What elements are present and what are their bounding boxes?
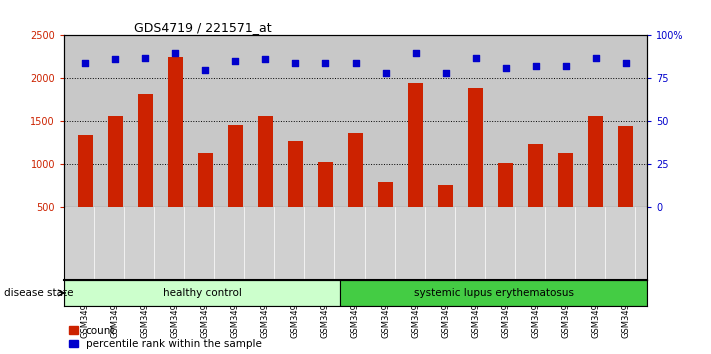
Bar bbox=[77, 135, 92, 250]
Text: disease state: disease state bbox=[4, 288, 73, 298]
Bar bbox=[528, 144, 543, 250]
Point bbox=[560, 63, 572, 69]
Point bbox=[80, 60, 91, 66]
Point bbox=[620, 60, 631, 66]
Point bbox=[530, 63, 542, 69]
Point bbox=[500, 65, 511, 71]
Point bbox=[230, 58, 241, 64]
Legend: count, percentile rank within the sample: count, percentile rank within the sample bbox=[69, 326, 262, 349]
Bar bbox=[318, 161, 333, 250]
Point bbox=[200, 67, 211, 73]
Bar bbox=[408, 84, 423, 250]
Bar bbox=[107, 116, 122, 250]
Bar bbox=[348, 133, 363, 250]
Bar bbox=[168, 57, 183, 250]
Point bbox=[440, 70, 451, 76]
Bar bbox=[64, 280, 341, 306]
Bar bbox=[558, 153, 573, 250]
Bar bbox=[469, 88, 483, 250]
Bar bbox=[228, 125, 242, 250]
Bar bbox=[288, 141, 303, 250]
Point bbox=[350, 60, 361, 66]
Point bbox=[109, 57, 121, 62]
Point bbox=[320, 60, 331, 66]
Point bbox=[410, 50, 422, 55]
Bar bbox=[498, 163, 513, 250]
Bar bbox=[258, 116, 273, 250]
Bar bbox=[438, 185, 453, 250]
Bar bbox=[619, 126, 634, 250]
Bar bbox=[341, 280, 647, 306]
Point bbox=[470, 55, 481, 61]
Bar bbox=[378, 182, 393, 250]
Bar bbox=[138, 94, 153, 250]
Point bbox=[380, 70, 391, 76]
Point bbox=[289, 60, 301, 66]
Text: GDS4719 / 221571_at: GDS4719 / 221571_at bbox=[134, 21, 272, 34]
Point bbox=[139, 55, 151, 61]
Bar bbox=[589, 116, 604, 250]
Bar bbox=[198, 153, 213, 250]
Text: systemic lupus erythematosus: systemic lupus erythematosus bbox=[414, 288, 574, 298]
Point bbox=[590, 55, 602, 61]
Point bbox=[260, 57, 271, 62]
Point bbox=[169, 50, 181, 55]
Text: healthy control: healthy control bbox=[163, 288, 242, 298]
